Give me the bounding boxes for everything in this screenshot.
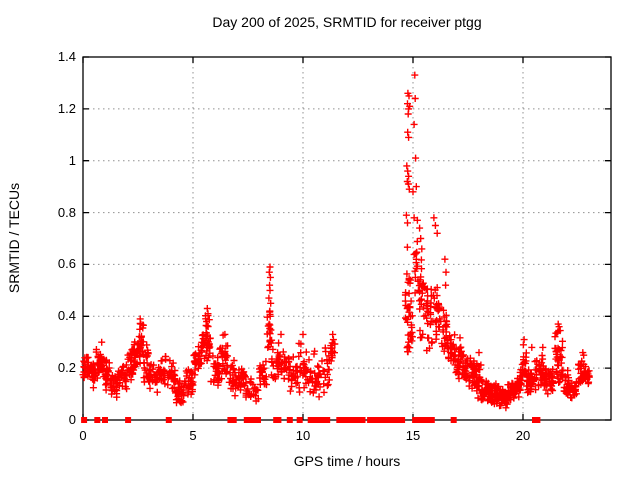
- zero-marker: [243, 417, 261, 423]
- zero-marker: [424, 417, 435, 423]
- zero-marker: [532, 417, 541, 423]
- zero-marker: [125, 417, 132, 423]
- zero-marker: [94, 417, 101, 423]
- zero-marker: [412, 417, 420, 423]
- y-tick-label-0: 0: [68, 412, 76, 427]
- zero-marker: [324, 417, 331, 423]
- x-axis-label: GPS time / hours: [293, 453, 401, 469]
- y-tick-label-0.4: 0.4: [57, 308, 76, 324]
- x-tick-label-15: 15: [405, 428, 421, 443]
- y-tick-label-1.2: 1.2: [57, 100, 76, 116]
- zero-marker: [316, 417, 323, 423]
- y-tick-label-0.8: 0.8: [57, 204, 76, 220]
- y-tick-label-0.6: 0.6: [57, 256, 76, 272]
- x-tick-label-5: 5: [189, 428, 197, 443]
- zero-marker: [230, 417, 237, 423]
- zero-marker: [286, 417, 293, 423]
- zero-marker: [367, 417, 374, 423]
- zero-marker: [307, 417, 314, 423]
- scatter-points: [79, 71, 593, 412]
- y-tick-label-0.2: 0.2: [57, 360, 76, 376]
- zero-marker: [380, 417, 406, 423]
- x-tick-label-10: 10: [295, 428, 311, 443]
- x-tick-label-20: 20: [515, 428, 531, 443]
- zero-marker: [417, 417, 426, 423]
- zero-marker: [81, 417, 88, 423]
- zero-marker: [341, 417, 366, 423]
- zero-markers: [81, 417, 541, 423]
- zero-marker: [370, 417, 377, 423]
- zero-marker: [312, 417, 319, 423]
- zero-marker: [275, 417, 282, 423]
- zero-marker: [165, 417, 172, 423]
- zero-marker: [227, 417, 234, 423]
- grid-lines: [83, 57, 611, 420]
- tick-marks: [82, 56, 611, 421]
- chart-title: Day 200 of 2025, SRMTID for receiver ptg…: [212, 14, 482, 30]
- y-tick-label-1.4: 1.4: [57, 49, 76, 64]
- plot-border: [82, 56, 612, 421]
- zero-marker: [320, 417, 327, 423]
- zero-marker: [296, 417, 303, 423]
- zero-marker: [336, 417, 343, 423]
- zero-marker: [450, 417, 457, 423]
- zero-marker: [375, 417, 382, 423]
- x-tick-label-0: 0: [79, 428, 87, 443]
- y-tick-label-1: 1: [68, 152, 76, 168]
- zero-marker: [102, 417, 108, 423]
